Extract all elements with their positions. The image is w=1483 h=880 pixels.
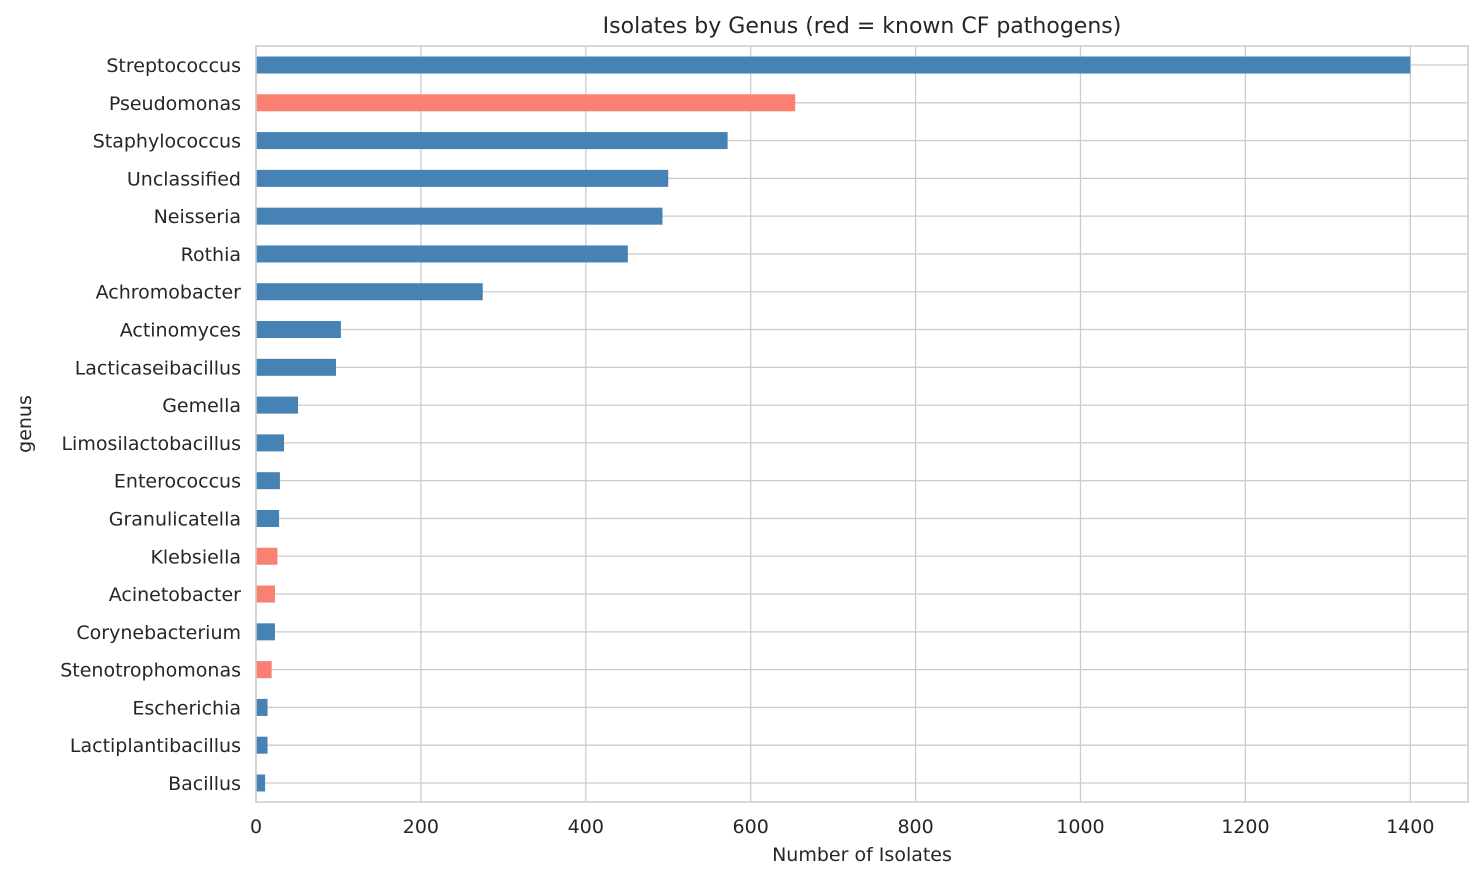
x-tick-label: 1400 bbox=[1386, 816, 1434, 838]
chart-title: Isolates by Genus (red = known CF pathog… bbox=[603, 14, 1122, 39]
bar-actinomyces bbox=[256, 321, 341, 339]
bar-escherichia bbox=[256, 698, 268, 716]
bar-gemella bbox=[256, 396, 299, 414]
x-tick-label: 200 bbox=[403, 816, 439, 838]
y-tick-label: Corynebacterium bbox=[76, 622, 241, 644]
y-tick-label: Lacticaseibacillus bbox=[75, 357, 241, 379]
y-tick-label: Streptococcus bbox=[106, 55, 241, 77]
bar-acinetobacter bbox=[256, 585, 275, 603]
y-tick-label: Lactiplantibacillus bbox=[70, 735, 241, 757]
bar-granulicatella bbox=[256, 509, 280, 527]
x-tick-label: 800 bbox=[897, 816, 933, 838]
bar-pseudomonas bbox=[256, 94, 796, 112]
y-tick-label: Achromobacter bbox=[96, 282, 242, 304]
bar-neisseria bbox=[256, 207, 663, 225]
y-tick-label: Klebsiella bbox=[150, 546, 241, 568]
x-tick-label: 600 bbox=[733, 816, 769, 838]
y-tick-label: Unclassified bbox=[127, 168, 241, 190]
grid-layer bbox=[255, 46, 1468, 802]
bar-achromobacter bbox=[256, 283, 483, 301]
bar-stenotrophomonas bbox=[256, 661, 272, 679]
bar-lacticaseibacillus bbox=[256, 358, 336, 376]
bar-rothia bbox=[256, 245, 628, 263]
y-tick-label: Escherichia bbox=[132, 697, 241, 719]
bar-unclassified bbox=[256, 169, 669, 187]
y-tick-label: Pseudomonas bbox=[109, 93, 241, 115]
y-tick-label: Limosilactobacillus bbox=[61, 433, 241, 455]
y-tick-label: Stenotrophomonas bbox=[60, 660, 241, 682]
y-tick-label: Neisseria bbox=[154, 206, 241, 228]
y-tick-label: Rothia bbox=[181, 244, 241, 266]
bar-streptococcus bbox=[256, 56, 1411, 74]
bar-limosilactobacillus bbox=[256, 434, 285, 452]
bar-lactiplantibacillus bbox=[256, 736, 268, 754]
plot-frame bbox=[255, 45, 1469, 803]
x-tick-label: 400 bbox=[568, 816, 604, 838]
y-tick-label: Bacillus bbox=[168, 773, 241, 795]
y-tick-label: Acinetobacter bbox=[109, 584, 241, 606]
bar-staphylococcus bbox=[256, 132, 728, 150]
bar-enterococcus bbox=[256, 472, 280, 490]
y-tick-label: Actinomyces bbox=[120, 320, 241, 342]
y-tick-label: Gemella bbox=[162, 395, 241, 417]
x-tick-label: 1000 bbox=[1056, 816, 1104, 838]
bar-klebsiella bbox=[256, 547, 278, 565]
x-axis-label: Number of Isolates bbox=[772, 844, 952, 866]
x-tick-labels: 0 200 400 600 800 1000 1200 1400 bbox=[250, 816, 1435, 838]
y-tick-labels: Streptococcus Pseudomonas Staphylococcus Un… bbox=[60, 55, 241, 795]
bar-bacillus bbox=[256, 774, 266, 792]
x-tick-label: 0 bbox=[250, 816, 262, 838]
y-tick-label: Granulicatella bbox=[109, 508, 241, 530]
y-axis-label: genus bbox=[14, 395, 36, 453]
y-tick-label: Enterococcus bbox=[114, 471, 241, 493]
bar-corynebacterium bbox=[256, 623, 275, 641]
x-tick-label: 1200 bbox=[1221, 816, 1269, 838]
bar-layer bbox=[256, 56, 1411, 792]
y-tick-label: Staphylococcus bbox=[93, 131, 241, 153]
